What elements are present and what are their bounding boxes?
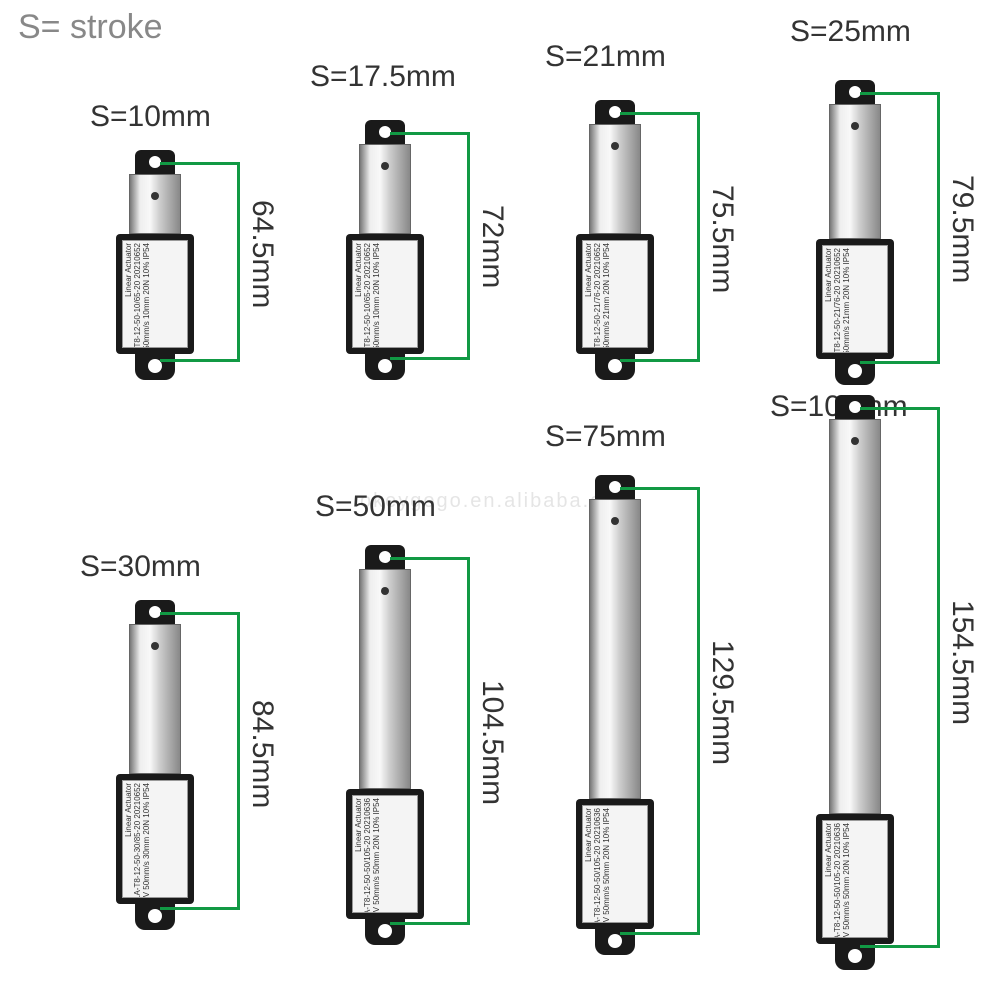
dimension-bracket (860, 407, 940, 948)
shaft-pin (381, 587, 389, 595)
height-label: 79.5mm (945, 175, 979, 283)
shaft-pin (381, 162, 389, 170)
spec-label-line: 12V 50mm/s 21mm 20N 10% IP54 (603, 243, 612, 348)
shaft-pin (611, 142, 619, 150)
dimension-bracket (160, 162, 240, 362)
stroke-label: S=75mm (545, 420, 666, 454)
dimension-bracket (860, 92, 940, 364)
spec-label-line: 12V 50mm/s 50mm 20N 10% IP54 (373, 798, 382, 913)
stroke-label: S=17.5mm (310, 60, 456, 94)
spec-label-line: 12V 50mm/s 21mm 20N 10% IP54 (843, 248, 852, 353)
spec-label-line: 12V 50mm/s 50mm 20N 10% IP54 (603, 808, 612, 923)
shaft-pin (611, 517, 619, 525)
shaft-pin (851, 122, 859, 130)
spec-label-line: 12V 50mm/s 10mm 20N 10% IP54 (143, 243, 152, 348)
dimension-bracket (160, 612, 240, 910)
height-label: 72mm (475, 205, 509, 288)
dimension-bracket (620, 487, 700, 935)
dimension-bracket (390, 132, 470, 360)
stroke-label: S=50mm (315, 490, 436, 524)
stroke-label: S=21mm (545, 40, 666, 74)
spec-label-line: 12V 50mm/s 30mm 20N 10% IP54 (143, 783, 152, 898)
shaft-pin (851, 437, 859, 445)
height-label: 104.5mm (475, 680, 509, 805)
height-label: 84.5mm (245, 700, 279, 808)
stroke-label: S=25mm (790, 15, 911, 49)
height-label: 75.5mm (705, 185, 739, 293)
stroke-label: S=30mm (80, 550, 201, 584)
dimension-bracket (620, 112, 700, 362)
shaft-pin (151, 192, 159, 200)
stroke-label: S=10mm (90, 100, 211, 134)
shaft-pin (151, 642, 159, 650)
legend-text: S= stroke (18, 8, 163, 47)
dimension-bracket (390, 557, 470, 925)
height-label: 154.5mm (945, 600, 979, 725)
height-label: 129.5mm (705, 640, 739, 765)
spec-label-line: 12V 50mm/s 10mm 20N 10% IP54 (373, 243, 382, 348)
spec-label-line: 12V 50mm/s 50mm 20N 10% IP54 (843, 823, 852, 938)
height-label: 64.5mm (245, 200, 279, 308)
